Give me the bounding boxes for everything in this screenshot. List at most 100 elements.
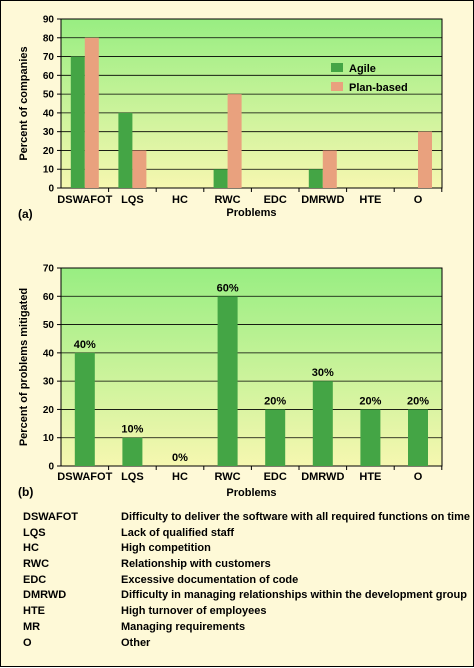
y-tick-label: 30 — [43, 127, 55, 138]
bar-agile-lqs — [118, 112, 133, 188]
x-tick-label: DMRWD — [301, 194, 344, 206]
y-tick-label: 50 — [43, 90, 55, 101]
glossary-abbr: DMRWD — [23, 589, 67, 602]
glossary-definition: Lack of qualified staff — [121, 526, 235, 539]
bar-mitigated-hte — [360, 409, 381, 466]
y-tick-label: 30 — [43, 377, 55, 388]
y-tick-label: 0 — [48, 462, 54, 473]
bar-plan-based-o — [418, 131, 432, 188]
glossary-abbr: DSWAFOT — [23, 511, 78, 523]
glossary-row: RWC Relationship with customers — [23, 557, 473, 573]
x-tick-label: O — [414, 471, 423, 483]
glossary-row: HTE High turnover of employees — [23, 604, 473, 620]
panel-label: (b) — [18, 485, 33, 499]
x-tick-label: EDC — [264, 471, 287, 483]
x-tick-label: EDC — [264, 194, 287, 206]
y-tick-label: 40 — [43, 348, 55, 359]
y-tick-label: 60 — [43, 292, 55, 303]
plot-area-a — [60, 18, 443, 189]
legend-label-agile: Agile — [349, 63, 376, 75]
glossary-abbr: HC — [23, 542, 39, 555]
bar-agile-rwc — [213, 169, 228, 188]
glossary-definition: Managing requirements — [121, 620, 246, 633]
y-tick-label: 80 — [43, 33, 55, 44]
bar-mitigated-o — [408, 409, 428, 466]
y-tick-label: 70 — [43, 52, 55, 63]
y-tick-label: 70 — [43, 264, 55, 275]
x-tick-label: DSWAFOT — [57, 194, 112, 206]
glossary-definition: High turnover of employees — [121, 605, 267, 618]
data-label: 20% — [264, 395, 286, 407]
y-axis-label: Percent of companies — [18, 46, 30, 160]
bar-mitigated-edc — [265, 409, 286, 466]
chart-a: 0 10 20 30 40 50 60 70 80 90 DSWAFOT LQS HC RWC EDC DMR… — [18, 15, 443, 221]
glossary-row: EDC Excessive documentation of code — [23, 573, 473, 589]
glossary-definition: Other — [121, 636, 151, 649]
glossary-row: HC High competition — [23, 541, 473, 557]
x-tick-label: HTE — [359, 471, 381, 483]
glossary-definition: High competition — [121, 542, 211, 555]
bar-plan-based-lqs — [132, 150, 147, 188]
x-tick-label: LQS — [121, 194, 144, 206]
x-tick-label: DMRWD — [301, 471, 344, 483]
bar-agile-dmrwd — [308, 169, 323, 188]
glossary-row: DSWAFOT Difficulty to deliver the softwar… — [23, 510, 473, 526]
y-tick-label: 0 — [48, 184, 54, 195]
y-axis-label: Percent of problems mitigated — [18, 288, 30, 446]
bar-agile-dswafot — [70, 56, 85, 188]
data-label: 30% — [312, 367, 334, 379]
x-tick-label: HC — [172, 471, 188, 483]
glossary-row: LQS Lack of qualified staff — [23, 526, 473, 542]
y-tick-label: 20 — [43, 405, 55, 416]
data-label: 20% — [359, 395, 381, 407]
panel-label: (a) — [18, 207, 33, 221]
bar-mitigated-dmrwd — [312, 381, 333, 466]
data-label: 10% — [121, 424, 143, 436]
x-tick-label: LQS — [121, 471, 144, 483]
y-tick-label: 40 — [43, 108, 55, 119]
glossary-row: DMRWD Difficulty in managing relationship… — [23, 588, 473, 604]
legend-swatch-plan-based — [331, 82, 343, 91]
data-label: 20% — [407, 395, 429, 407]
x-tick-label: HC — [172, 194, 188, 206]
plot-area-b — [60, 267, 443, 467]
glossary-row: MR Managing requirements — [23, 620, 473, 636]
glossary-abbr: EDC — [23, 573, 47, 586]
glossary: DSWAFOT Difficulty to deliver the softwar… — [23, 510, 473, 651]
y-tick-label: 10 — [43, 165, 55, 176]
x-axis-label: Problems — [226, 487, 276, 499]
glossary-definition: Difficulty in managing relationships wit… — [121, 589, 467, 602]
data-label: 0% — [172, 452, 188, 464]
glossary-abbr: HTE — [23, 605, 45, 618]
bar-plan-based-rwc — [227, 94, 242, 188]
bar-mitigated-lqs — [122, 437, 143, 466]
x-tick-label: O — [414, 194, 423, 206]
bar-mitigated-dswafot — [74, 352, 95, 466]
glossary-definition: Excessive documentation of code — [121, 573, 299, 586]
glossary-abbr: RWC — [23, 558, 50, 571]
y-tick-label: 20 — [43, 146, 55, 157]
glossary-abbr: O — [23, 636, 32, 649]
glossary-row: O Other — [23, 636, 473, 652]
data-label: 40% — [74, 339, 96, 351]
y-tick-label: 10 — [43, 433, 55, 444]
y-tick-label: 90 — [43, 15, 55, 26]
x-axis-label: Problems — [226, 207, 276, 219]
bar-plan-based-dswafot — [84, 37, 99, 189]
y-tick-label: 60 — [43, 71, 55, 82]
x-tick-label: RWC — [215, 471, 241, 483]
glossary-definition: Relationship with customers — [121, 558, 271, 571]
glossary-abbr: LQS — [23, 526, 46, 539]
chart-b: 0 10 20 30 40 50 60 70 DSWAFOT LQS HC RWC EDC DMRWD HT… — [18, 264, 443, 499]
glossary-abbr: MR — [23, 620, 41, 633]
legend-swatch-agile — [331, 63, 343, 72]
bar-plan-based-dmrwd — [322, 150, 337, 188]
x-tick-label: HTE — [359, 194, 381, 206]
bar-mitigated-rwc — [217, 296, 238, 466]
x-tick-label: DSWAFOT — [57, 471, 112, 483]
x-tick-label: RWC — [215, 194, 241, 206]
legend-label-plan-based: Plan-based — [349, 82, 408, 94]
glossary-definition: Difficulty to deliver the software with … — [121, 511, 470, 523]
